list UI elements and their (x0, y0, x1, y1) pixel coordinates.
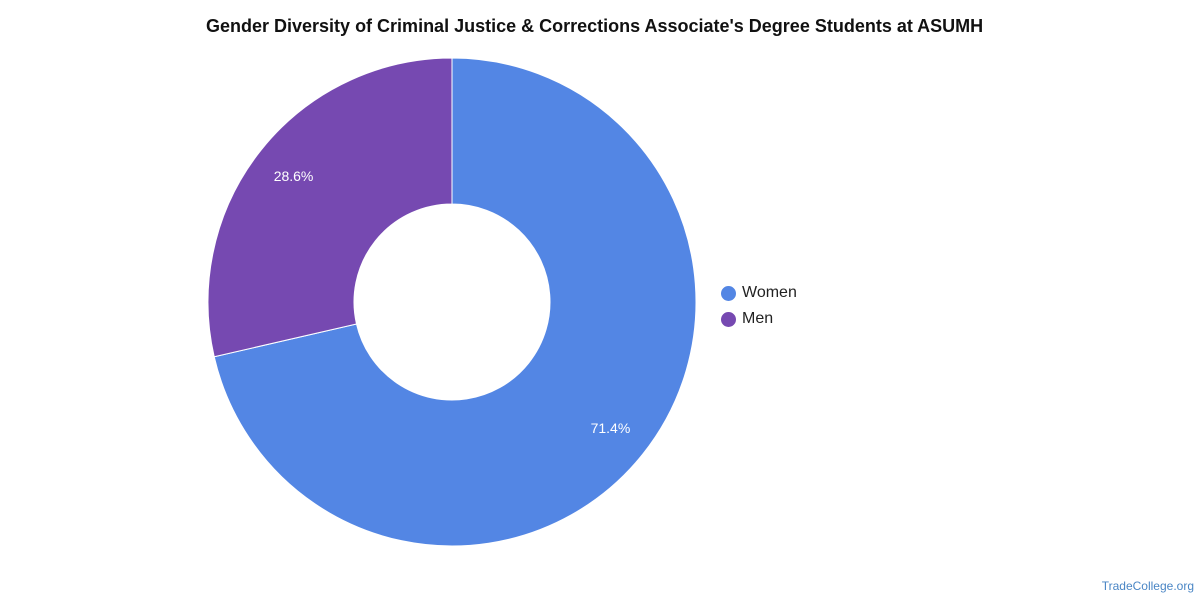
slice-label-men: 28.6% (274, 168, 314, 184)
legend: Women Men (721, 280, 797, 332)
chart-title: Gender Diversity of Criminal Justice & C… (206, 16, 984, 36)
slice-women[interactable] (213, 57, 697, 547)
legend-item-men[interactable]: Men (721, 306, 797, 332)
slice-label-women: 71.4% (591, 420, 631, 436)
legend-swatch-women (721, 285, 736, 301)
legend-item-women[interactable]: Women (721, 280, 797, 306)
legend-label-men: Men (742, 310, 774, 327)
legend-swatch-men (721, 311, 736, 327)
source-credit[interactable]: TradeCollege.org (1101, 579, 1194, 593)
legend-label-women: Women (742, 284, 797, 301)
slice-men[interactable] (207, 57, 453, 358)
